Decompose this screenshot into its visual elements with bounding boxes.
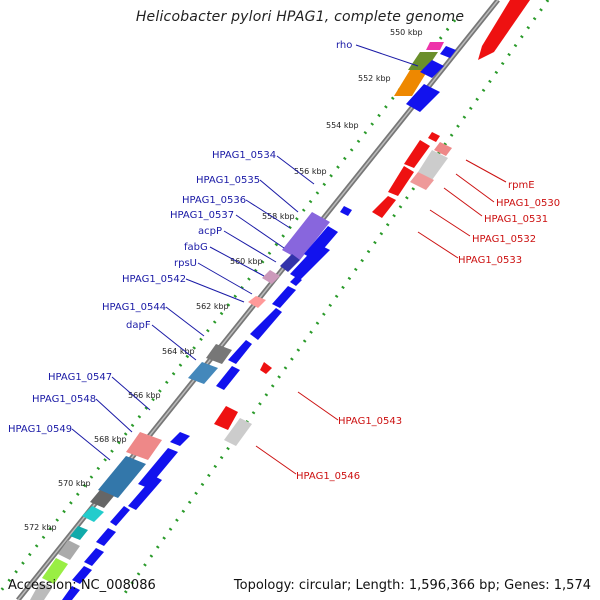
- forward-gene-arrow: [216, 366, 240, 390]
- gene-label[interactable]: dapF: [126, 320, 151, 331]
- forward-gene-arrow: [228, 340, 252, 364]
- forward-gene-arrow: [440, 46, 456, 58]
- reverse-gene-arrow: [214, 406, 238, 430]
- reverse-gene-box: [434, 142, 452, 156]
- reverse-gene-box: [418, 150, 448, 180]
- forward-gene-arrow: [420, 60, 444, 78]
- gene-box: [248, 296, 266, 308]
- forward-gene-arrow: [406, 84, 440, 112]
- reverse-gene-arrow: [372, 196, 396, 218]
- kbp-tick: 550 kbp: [390, 28, 423, 37]
- reverse-gene-box: [224, 418, 252, 446]
- gene-label[interactable]: HPAG1_0535: [196, 175, 260, 186]
- map-title: Helicobacter pylori HPAG1, complete geno…: [135, 9, 465, 25]
- kbp-tick: 572 kbp: [24, 523, 57, 532]
- gene-label[interactable]: HPAG1_0548: [32, 394, 96, 405]
- gene-label[interactable]: HPAG1_0534: [212, 150, 276, 161]
- forward-gene-arrow: [110, 506, 130, 526]
- forward-leaders: [71, 44, 419, 461]
- gene-label[interactable]: rho: [336, 40, 352, 51]
- kbp-tick: 562 kbp: [196, 302, 229, 311]
- reverse-gene-box: [410, 172, 434, 190]
- forward-gene-arrow: [170, 432, 190, 446]
- gene-box: [394, 70, 428, 96]
- kbp-ticks: 550 kbp 552 kbp 554 kbp 556 kbp 558 kbp …: [24, 28, 423, 532]
- gene-label[interactable]: fabG: [184, 242, 208, 253]
- gene-box: [126, 432, 162, 460]
- gene-box: [98, 456, 146, 498]
- kbp-tick: 568 kbp: [94, 435, 127, 444]
- summary-text: Topology: circular; Length: 1,596,366 bp…: [233, 578, 591, 593]
- gene-label[interactable]: HPAG1_0532: [472, 234, 536, 245]
- forward-gene-arrow: [250, 308, 282, 340]
- gene-label[interactable]: HPAG1_0536: [182, 195, 246, 206]
- gene-label[interactable]: HPAG1_0530: [496, 198, 560, 209]
- kbp-tick: 554 kbp: [326, 121, 359, 130]
- gene-label[interactable]: HPAG1_0549: [8, 424, 72, 435]
- gene-label[interactable]: HPAG1_0531: [484, 214, 548, 225]
- reverse-gene-arrow: [388, 166, 414, 196]
- gene-box: [30, 582, 52, 600]
- gene-label[interactable]: HPAG1_0542: [122, 274, 186, 285]
- forward-genes-colored: [30, 42, 444, 600]
- kbp-tick: 558 kbp: [262, 212, 295, 221]
- reverse-gene-arrow: [428, 132, 440, 142]
- gene-box: [262, 270, 280, 284]
- reverse-leaders: [255, 159, 507, 475]
- forward-gene-arrow: [62, 586, 80, 600]
- kbp-tick: 564 kbp: [162, 347, 195, 356]
- accession-text: Accession: NC_008086: [8, 578, 156, 593]
- forward-gene-arrow: [72, 566, 92, 584]
- gene-label[interactable]: rpmE: [508, 180, 535, 191]
- forward-genes-blue: [62, 46, 456, 600]
- forward-labels: rho HPAG1_0534 HPAG1_0535 HPAG1_0536 HPA…: [8, 40, 352, 435]
- gene-label[interactable]: HPAG1_0543: [338, 416, 402, 427]
- gene-box: [280, 254, 300, 272]
- forward-gene-arrow: [290, 276, 302, 286]
- gene-label[interactable]: HPAG1_0544: [102, 302, 166, 313]
- gene-box: [70, 526, 88, 540]
- kbp-tick: 552 kbp: [358, 74, 391, 83]
- kbp-tick: 556 kbp: [294, 167, 327, 176]
- tick-track-outer: [0, 19, 457, 593]
- gene-box: [42, 558, 68, 584]
- reverse-genes: [214, 0, 530, 446]
- kbp-tick: 560 kbp: [230, 257, 263, 266]
- gene-box: [206, 344, 232, 364]
- forward-gene-arrow: [290, 244, 330, 280]
- forward-gene-arrow: [340, 206, 352, 216]
- reverse-gene-arrow: [260, 362, 272, 374]
- forward-gene-arrow: [138, 448, 178, 488]
- forward-gene-arrow: [84, 548, 104, 566]
- forward-gene-arrow: [96, 528, 116, 546]
- gene-label[interactable]: HPAG1_0547: [48, 372, 112, 383]
- gene-label[interactable]: HPAG1_0537: [170, 210, 234, 221]
- gene-label[interactable]: HPAG1_0533: [458, 255, 522, 266]
- reverse-gene-arrow: [478, 0, 530, 60]
- gene-rho-box: [426, 42, 444, 50]
- kbp-tick: 570 kbp: [58, 479, 91, 488]
- gene-box: [90, 490, 114, 508]
- gene-label[interactable]: HPAG1_0546: [296, 471, 360, 482]
- reverse-labels: rpmE HPAG1_0530 HPAG1_0531 HPAG1_0532 HP…: [296, 180, 560, 482]
- forward-gene-arrow: [128, 476, 162, 510]
- kbp-tick: 566 kbp: [128, 391, 161, 400]
- gene-box: [282, 212, 330, 260]
- gene-box: [188, 362, 218, 384]
- reverse-gene-arrow: [404, 140, 430, 168]
- gene-label[interactable]: acpP: [198, 226, 222, 237]
- forward-gene-arrow: [272, 286, 296, 308]
- gene-box: [82, 506, 104, 522]
- gene-box: [58, 540, 80, 560]
- gene-label[interactable]: rpsU: [174, 258, 197, 269]
- tick-track-inner: [118, 0, 550, 600]
